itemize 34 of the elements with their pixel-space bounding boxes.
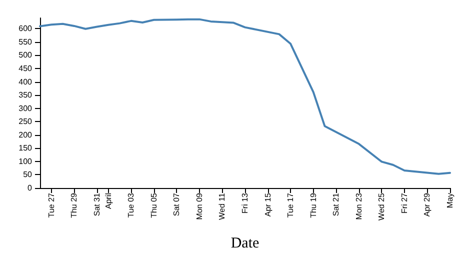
y-tick-label: 0	[28, 184, 33, 192]
y-tick-label: 150	[18, 144, 33, 153]
y-tick-label: 450	[18, 64, 33, 73]
x-tick-label: May	[446, 193, 454, 208]
x-tick-label: Thu 19	[308, 192, 318, 218]
line-series	[39, 18, 451, 175]
y-tick-label: 200	[18, 130, 33, 140]
y-tick-label: 250	[18, 117, 33, 126]
y-tick-label: 500	[18, 50, 33, 60]
y-tick-label: 350	[18, 90, 33, 100]
x-axis-title: Date	[230, 236, 260, 252]
y-tick-label: 100	[18, 156, 33, 166]
x-tick-label: Apr 29	[422, 192, 432, 217]
x-tick-label: Tue 27	[46, 192, 56, 218]
x-tick-label: Thu 29	[70, 192, 79, 218]
y-tick-label: 50	[23, 170, 33, 180]
x-tick-label: Tue 17	[286, 192, 296, 218]
x-tick-label: Apr 15	[263, 192, 272, 217]
x-tick-label: Wed 11	[218, 192, 227, 220]
y-tick-label: 300	[18, 104, 33, 113]
x-tick-label: Mon 09	[194, 192, 204, 220]
x-tick-label: April	[104, 192, 113, 210]
x-tick-label: Fri 13	[240, 192, 250, 214]
y-tick-label: 600	[18, 24, 33, 34]
x-tick-label: Mon 23	[354, 192, 364, 220]
x-tick-label: Sat 07	[172, 192, 182, 216]
x-tick-label: Thu 05	[149, 192, 158, 218]
y-tick-label: 400	[18, 77, 33, 86]
x-tick-label: Tue 03	[126, 192, 136, 218]
y-tick-label: 550	[18, 37, 33, 46]
x-tick-label: Sat 31	[92, 192, 102, 216]
x-tick-label: Fri 27	[400, 192, 409, 214]
x-tick-label: Wed 25	[377, 192, 386, 220]
x-tick-label: Sat 21	[332, 192, 341, 216]
